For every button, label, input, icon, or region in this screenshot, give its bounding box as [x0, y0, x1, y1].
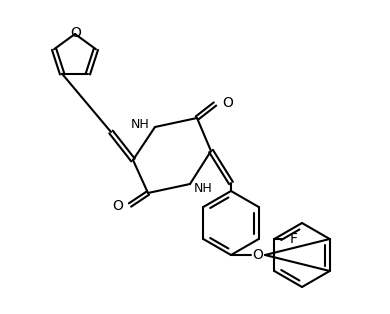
- Text: F: F: [289, 232, 297, 246]
- Text: NH: NH: [130, 117, 149, 131]
- Text: O: O: [222, 96, 233, 110]
- Text: O: O: [112, 199, 123, 213]
- Text: O: O: [253, 248, 263, 262]
- Text: O: O: [71, 26, 82, 40]
- Text: NH: NH: [194, 182, 213, 196]
